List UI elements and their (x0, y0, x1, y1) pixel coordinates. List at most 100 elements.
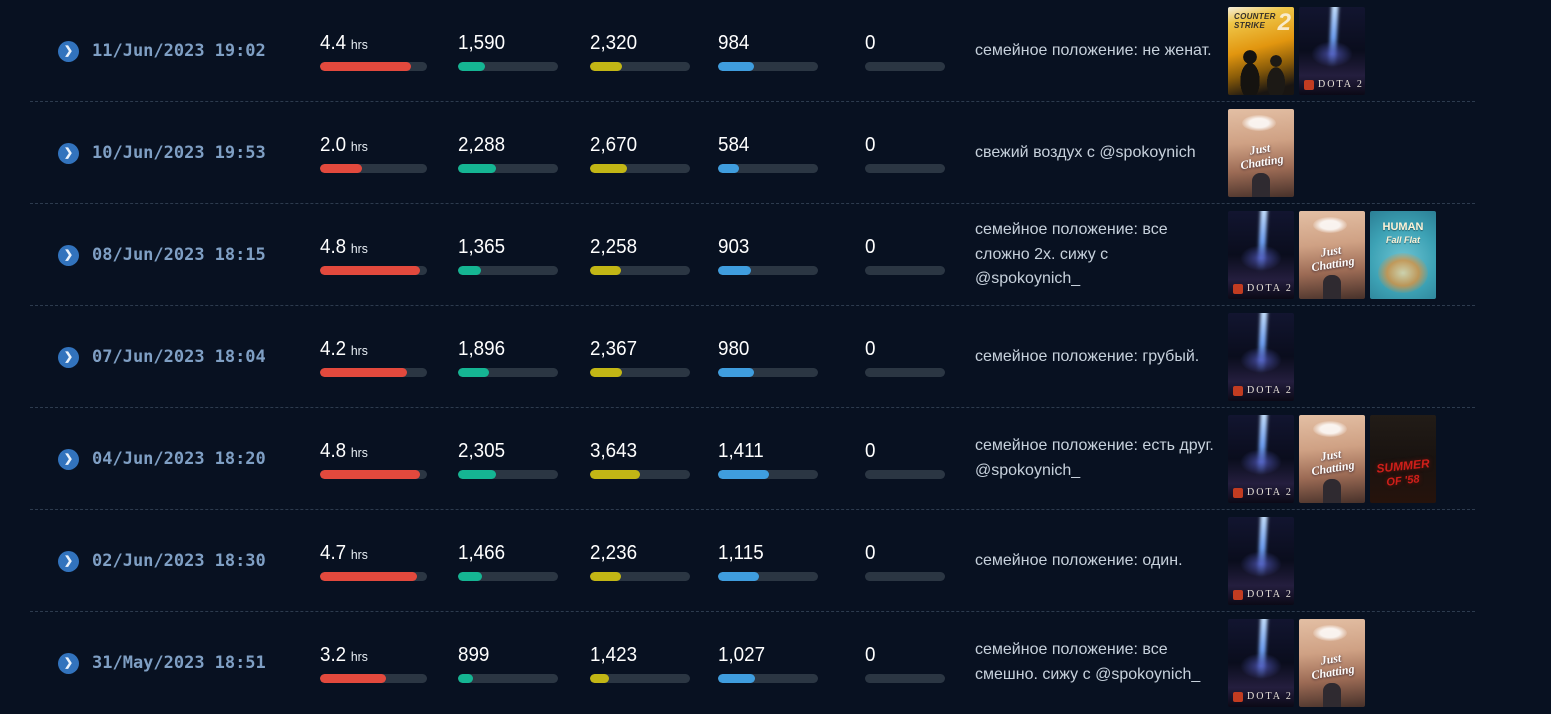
stat-hours-bar-fill (320, 61, 411, 71)
stat-views-bar (865, 163, 945, 173)
stream-row: ❯ 04/Jun/2023 18:20 4.8 hrs 2,305 3,643 1,… (0, 408, 1551, 510)
stat-peak-viewers-value: 2,367 (590, 337, 638, 360)
stat-hours: 4.4 hrs (320, 32, 458, 71)
stat-followers-value: 903 (718, 235, 750, 258)
chevron-right-icon[interactable]: ❯ (58, 550, 79, 572)
chevron-right-icon[interactable]: ❯ (58, 652, 79, 674)
stat-hours-bar (320, 367, 427, 377)
stat-avg-viewers-value: 2,305 (458, 439, 506, 462)
stat-hours: 4.8 hrs (320, 440, 458, 479)
expand-cell: ❯ (58, 142, 92, 164)
game-thumbnails: DOTA 2 Just Chatting SUMMER OF '58 (1228, 415, 1551, 503)
hff-characters-art (1378, 253, 1428, 293)
stat-followers-bar-fill (718, 163, 739, 173)
stat-views: 0 (865, 338, 975, 377)
stat-hours-bar (320, 265, 427, 275)
dota-2-thumbnail[interactable]: DOTA 2 (1228, 313, 1294, 401)
stat-peak-viewers-bar (590, 265, 690, 275)
stat-views-bar (865, 265, 945, 275)
stat-followers: 1,115 (718, 542, 865, 581)
stream-date: 31/May/2023 (92, 653, 205, 673)
stat-avg-viewers: 1,896 (458, 338, 590, 377)
stat-views: 0 (865, 134, 975, 173)
chevron-right-icon[interactable]: ❯ (58, 40, 79, 62)
stream-date-link[interactable]: 02/Jun/2023 18:30 (92, 551, 320, 571)
just-chatting-thumbnail[interactable]: Just Chatting (1228, 109, 1294, 197)
stream-date-link[interactable]: 08/Jun/2023 18:15 (92, 245, 320, 265)
stream-time: 18:51 (214, 653, 266, 673)
hours-unit-label: hrs (350, 444, 368, 460)
dota-2-thumbnail[interactable]: DOTA 2 (1228, 517, 1294, 605)
stream-date: 07/Jun/2023 (92, 347, 205, 367)
stream-time: 19:02 (214, 41, 266, 61)
hff-title-line2: Fall Flat (1385, 235, 1420, 245)
stat-peak-viewers-bar (590, 367, 690, 377)
stat-hours: 4.8 hrs (320, 236, 458, 275)
stat-peak-viewers: 1,423 (590, 644, 718, 683)
stat-views: 0 (865, 32, 975, 71)
just-chatting-thumbnail[interactable]: Just Chatting (1299, 211, 1365, 299)
stat-followers-bar-fill (718, 571, 759, 581)
dota2-logo-icon (1233, 691, 1243, 702)
stream-date-link[interactable]: 07/Jun/2023 18:04 (92, 347, 320, 367)
just-chatting-thumbnail[interactable]: Just Chatting (1299, 415, 1365, 503)
stat-followers-bar (718, 265, 818, 275)
stream-date-link[interactable]: 04/Jun/2023 18:20 (92, 449, 320, 469)
summer-of-58-thumbnail[interactable]: SUMMER OF '58 (1370, 415, 1436, 503)
stat-avg-viewers-bar (458, 673, 558, 683)
chevron-right-icon[interactable]: ❯ (58, 448, 79, 470)
stream-time: 19:53 (214, 143, 266, 163)
just-chatting-label: Just Chatting (1310, 446, 1356, 479)
expand-cell: ❯ (58, 346, 92, 368)
chevron-right-icon[interactable]: ❯ (58, 346, 79, 368)
stat-views: 0 (865, 236, 975, 275)
stream-time: 18:30 (214, 551, 266, 571)
stat-followers-bar-fill (718, 673, 755, 683)
stat-hours-value: 4.7 hrs (320, 541, 368, 564)
dota-2-thumbnail[interactable]: DOTA 2 (1299, 7, 1365, 95)
stat-avg-viewers-bar-fill (458, 61, 485, 71)
game-thumbnails: DOTA 2 Just Chatting (1228, 619, 1551, 707)
stat-peak-viewers-bar-fill (590, 163, 627, 173)
stream-date-link[interactable]: 31/May/2023 18:51 (92, 653, 320, 673)
stat-views: 0 (865, 542, 975, 581)
chevron-right-icon[interactable]: ❯ (58, 244, 79, 266)
stat-avg-viewers-value: 899 (458, 643, 490, 666)
expand-cell: ❯ (58, 550, 92, 572)
dota-2-thumbnail[interactable]: DOTA 2 (1228, 415, 1294, 503)
dota2-logo-label: DOTA 2 (1233, 385, 1293, 396)
stat-followers-bar (718, 673, 818, 683)
stream-time: 18:20 (214, 449, 266, 469)
chevron-right-icon[interactable]: ❯ (58, 142, 79, 164)
stat-followers-bar (718, 469, 818, 479)
stat-avg-viewers: 2,288 (458, 134, 590, 173)
stat-avg-viewers-bar (458, 61, 558, 71)
dota2-logo-icon (1233, 283, 1243, 294)
stat-avg-viewers-bar-fill (458, 265, 481, 275)
stat-avg-viewers-value: 1,466 (458, 541, 506, 564)
microphone-art (1323, 275, 1341, 299)
human-fall-flat-thumbnail[interactable]: HUMAN Fall Flat (1370, 211, 1436, 299)
stream-date-link[interactable]: 11/Jun/2023 19:02 (92, 41, 320, 61)
stream-date: 04/Jun/2023 (92, 449, 205, 469)
glow-art (1310, 41, 1353, 67)
just-chatting-label: Just Chatting (1310, 650, 1356, 683)
counter-strike-2-thumbnail[interactable]: COUNTER STRIKE 2 (1228, 7, 1294, 95)
stat-followers-bar (718, 61, 818, 71)
stat-views: 0 (865, 440, 975, 479)
stat-avg-viewers-bar (458, 571, 558, 581)
stat-followers: 903 (718, 236, 865, 275)
stat-avg-viewers-value: 2,288 (458, 133, 506, 156)
stat-hours: 3.2 hrs (320, 644, 458, 683)
dota2-logo-label: DOTA 2 (1233, 487, 1293, 498)
stat-hours-bar (320, 163, 427, 173)
stat-hours-value: 4.2 hrs (320, 337, 368, 360)
stream-date-link[interactable]: 10/Jun/2023 19:53 (92, 143, 320, 163)
stat-followers-value: 1,115 (718, 541, 764, 564)
dota-2-thumbnail[interactable]: DOTA 2 (1228, 211, 1294, 299)
dota-2-thumbnail[interactable]: DOTA 2 (1228, 619, 1294, 707)
stat-hours-value: 3.2 hrs (320, 643, 368, 666)
glow-art (1239, 551, 1282, 577)
just-chatting-thumbnail[interactable]: Just Chatting (1299, 619, 1365, 707)
stat-peak-viewers-value: 2,320 (590, 31, 638, 54)
